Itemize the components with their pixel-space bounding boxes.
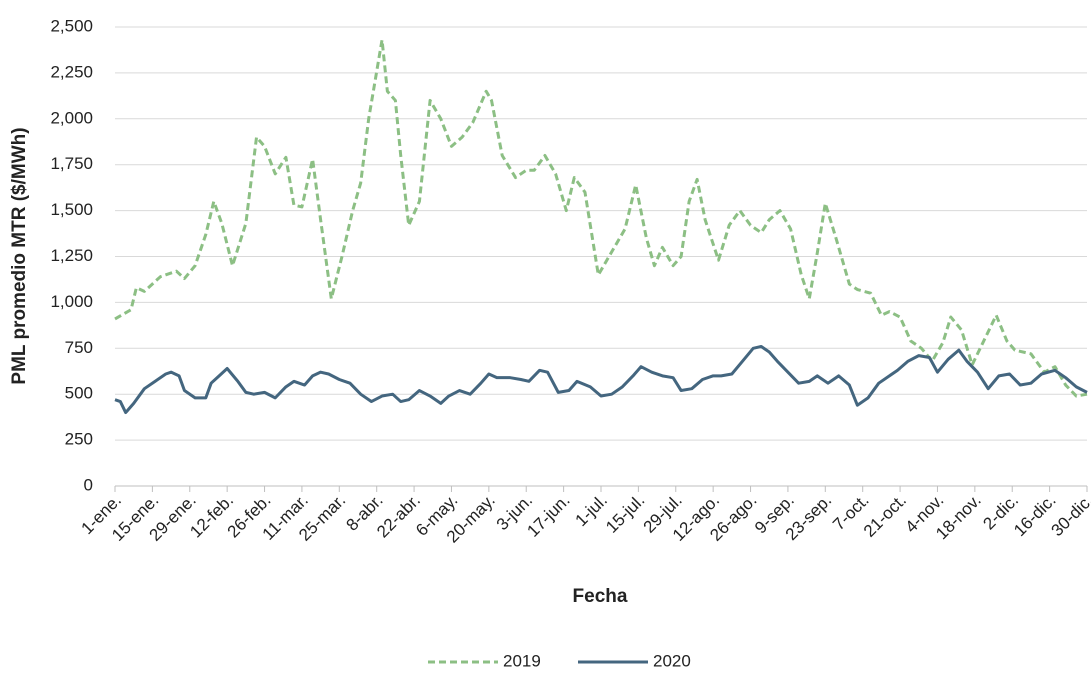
legend-label: 2019 — [503, 651, 541, 670]
series-line — [114, 344, 1088, 415]
y-tick-label: 1,500 — [50, 200, 93, 219]
y-tick-label: 250 — [65, 430, 93, 449]
series-line — [114, 38, 1088, 398]
y-tick-label: 1,000 — [50, 292, 93, 311]
x-tick-label: 21-oct. — [860, 491, 910, 541]
y-axis-label: PML promedio MTR ($/MWh) — [9, 127, 30, 384]
x-tick-label: 30-dic. — [1047, 491, 1091, 541]
y-tick-label: 0 — [84, 475, 93, 494]
y-tick-label: 750 — [65, 338, 93, 357]
x-tick-label: 17-jun. — [523, 491, 573, 541]
y-tick-label: 1,750 — [50, 154, 93, 173]
x-tick-label: 15-jul. — [602, 491, 648, 537]
x-axis-label: Fecha — [573, 586, 628, 607]
y-tick-label: 1,250 — [50, 246, 93, 265]
y-tick-label: 500 — [65, 384, 93, 403]
y-tick-label: 2,000 — [50, 108, 93, 127]
y-tick-label: 2,500 — [50, 16, 93, 35]
legend-label: 2020 — [653, 651, 691, 670]
y-tick-label: 2,250 — [50, 62, 93, 81]
